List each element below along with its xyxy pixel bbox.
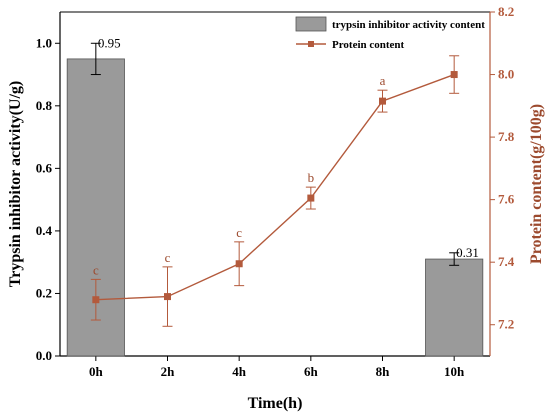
x-tick-label-4: 8h	[376, 364, 391, 379]
right-tick-label-5: 8.2	[498, 4, 514, 19]
line-point-0h	[92, 296, 100, 304]
left-tick-label-0: 0.0	[36, 348, 52, 363]
significance-letter-8h: a	[380, 73, 386, 88]
bar-label-10h: 0.31	[456, 245, 479, 260]
line-point-10h	[450, 71, 458, 79]
plot-frame	[59, 11, 491, 357]
line-series: cccbaa	[90, 39, 460, 327]
x-axis-title: Time(h)	[248, 395, 303, 412]
significance-letter-6h: b	[308, 170, 315, 185]
right-y-axis-title: Protein content(g/100g)	[528, 104, 545, 264]
legend-marker-line	[308, 41, 314, 47]
legend: trypsin inhibitor activity content Prote…	[292, 14, 488, 54]
right-tick-label-0: 7.2	[498, 317, 514, 332]
significance-letter-2h: c	[165, 250, 171, 265]
line-point-6h	[307, 194, 315, 202]
right-y-axis: 7.2 7.4 7.6 7.8 8.0 8.2	[490, 4, 515, 332]
left-y-axis: 0.0 0.2 0.4 0.6 0.8 1.0	[36, 35, 60, 363]
significance-letter-0h: c	[93, 262, 99, 277]
left-tick-label-3: 0.6	[36, 160, 53, 175]
right-tick-label-2: 7.6	[498, 192, 515, 207]
x-axis: 0h 2h 4h 6h 8h 10h	[89, 356, 465, 379]
x-tick-label-5: 10h	[444, 364, 465, 379]
line-point-8h	[379, 97, 386, 105]
x-tick-label-2: 4h	[232, 364, 247, 379]
bar-10h	[425, 258, 484, 357]
line-point-2h	[164, 293, 171, 301]
bar-series: 0.95 0.31	[66, 35, 484, 357]
x-tick-label-0: 0h	[89, 364, 104, 379]
legend-label-line: Protein content	[332, 39, 405, 51]
significance-letter-4h: c	[236, 225, 242, 240]
line-point-4h	[235, 260, 243, 268]
left-y-axis-title: Trypsin inhibitor activity(U/g)	[7, 81, 24, 288]
x-tick-label-3: 6h	[304, 364, 319, 379]
right-tick-label-4: 8.0	[498, 67, 514, 82]
left-tick-label-2: 0.4	[36, 223, 53, 238]
legend-label-bars: trypsin inhibitor activity content	[332, 19, 485, 31]
bar-label-0h: 0.95	[98, 35, 121, 50]
protein-content-line	[95, 73, 455, 301]
x-tick-label-1: 2h	[161, 364, 176, 379]
left-tick-label-4: 0.8	[36, 98, 53, 113]
right-tick-label-3: 7.8	[498, 129, 515, 144]
left-tick-label-5: 1.0	[36, 35, 52, 50]
right-tick-label-1: 7.4	[498, 254, 515, 269]
legend-swatch-bars	[295, 16, 327, 32]
left-tick-label-1: 0.2	[36, 285, 52, 300]
